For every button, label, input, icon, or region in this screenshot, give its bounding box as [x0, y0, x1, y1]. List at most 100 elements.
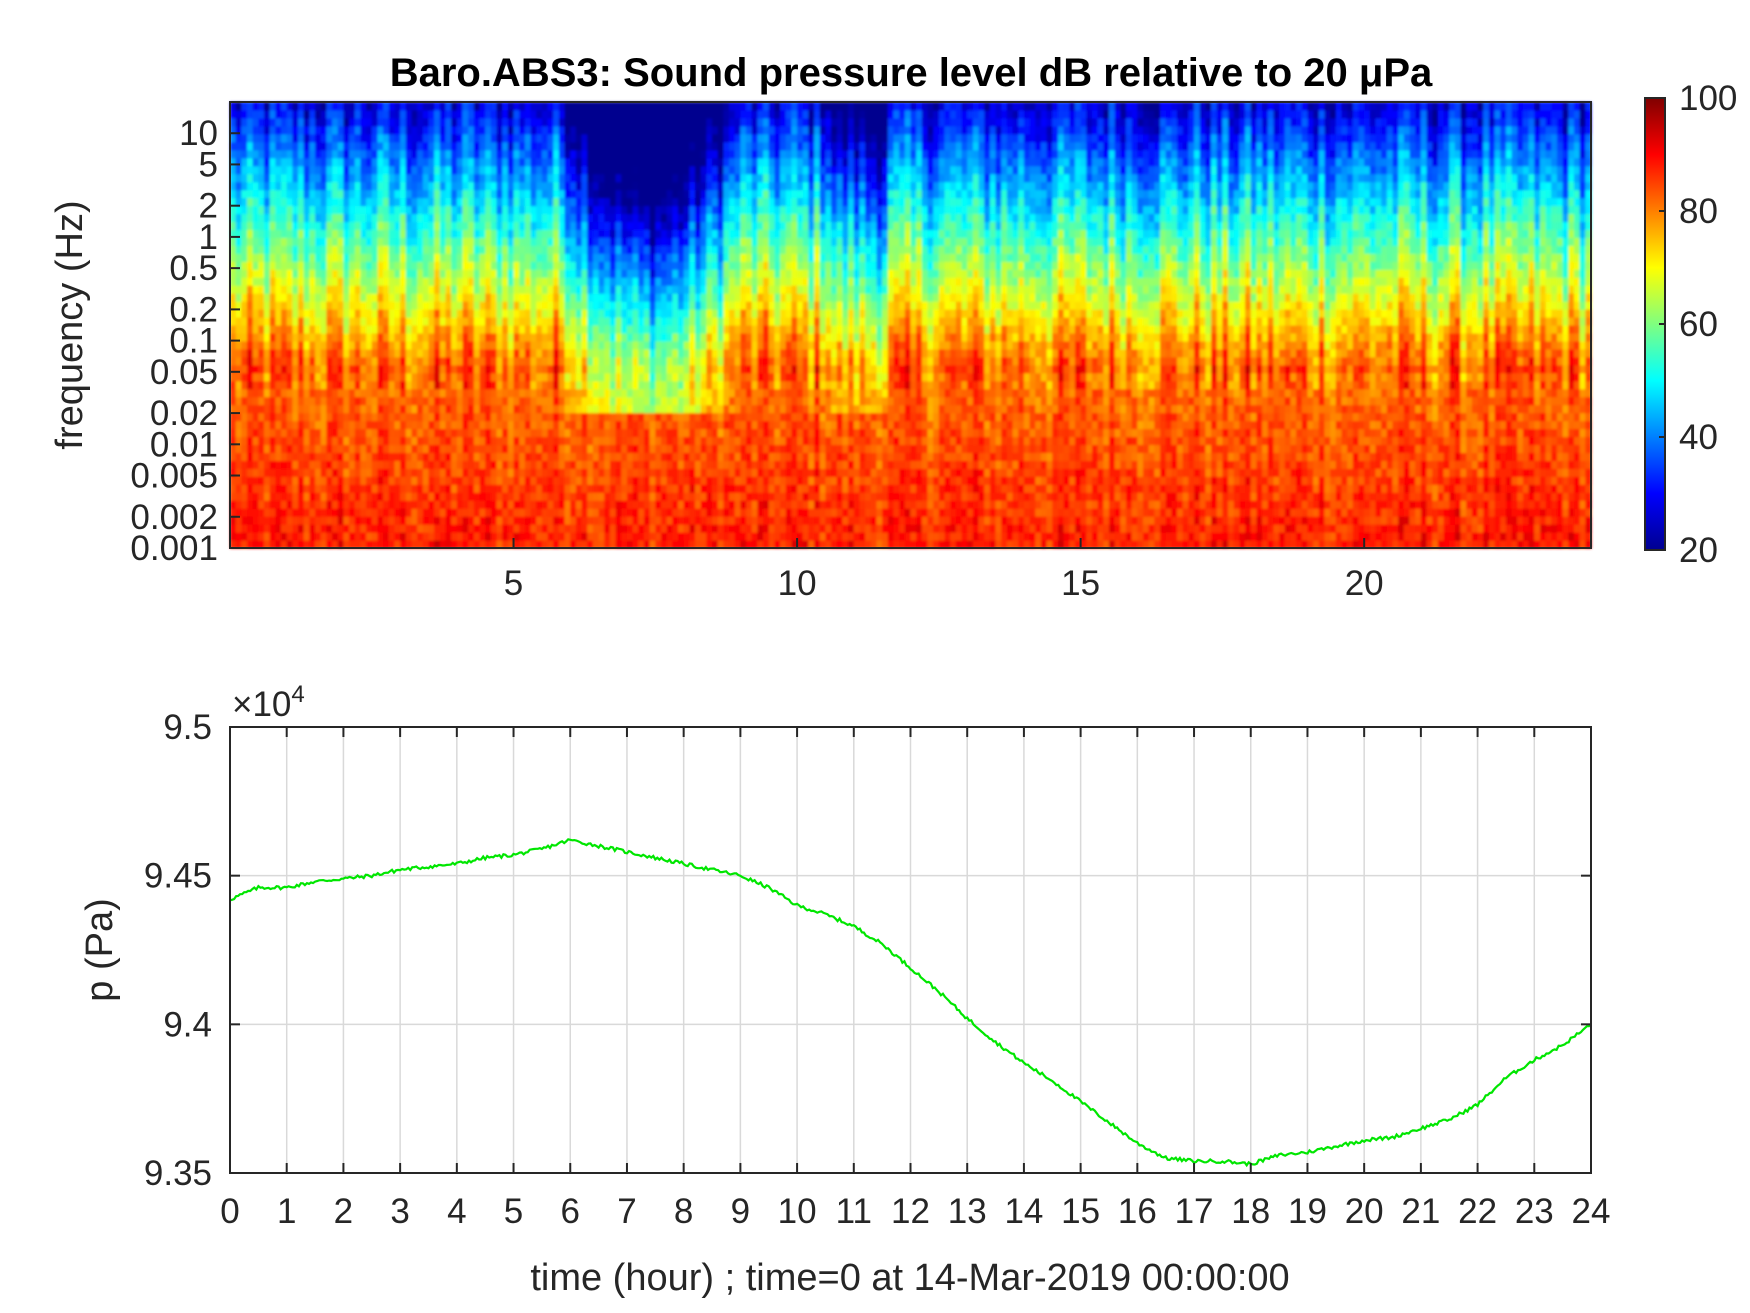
heatmap-cell — [264, 396, 271, 406]
heatmap-cell — [258, 165, 265, 175]
heatmap-cell — [564, 309, 571, 318]
heatmap-cell — [678, 189, 685, 199]
heatmap-cell — [405, 117, 413, 127]
heatmap-cell — [258, 516, 265, 525]
heatmap-cell — [570, 213, 577, 223]
heatmap-cell — [292, 356, 299, 366]
heatmap-cell — [247, 141, 254, 151]
heatmap-cell — [666, 293, 673, 302]
heatmap-cell — [541, 102, 549, 111]
heatmap-cell — [366, 253, 373, 262]
heatmap-cell — [349, 476, 356, 485]
heatmap-cell — [354, 285, 362, 294]
heatmap-cell — [366, 356, 373, 366]
heatmap-cell — [734, 500, 741, 509]
heatmap-cell — [689, 412, 696, 422]
heatmap-cell — [502, 237, 509, 246]
heatmap-cell — [666, 165, 673, 175]
heatmap-cell — [281, 309, 288, 318]
heatmap-cell — [303, 277, 310, 286]
heatmap-cell — [411, 229, 418, 238]
heatmap-cell — [315, 205, 322, 215]
heatmap-cell — [337, 189, 345, 199]
heatmap-cell — [422, 253, 430, 262]
heatmap-cell — [723, 229, 730, 238]
heatmap-cell — [468, 125, 475, 135]
heatmap-cell — [451, 364, 458, 374]
heatmap-cell — [388, 197, 396, 207]
heatmap-cell — [706, 245, 713, 254]
heatmap-cell — [564, 301, 571, 310]
heatmap-cell — [575, 277, 583, 286]
heatmap-cell — [479, 500, 486, 509]
heatmap-cell — [349, 436, 356, 446]
heatmap-cell — [264, 428, 271, 438]
heatmap-cell — [712, 436, 719, 446]
heatmap-cell — [354, 372, 362, 382]
heatmap-cell — [275, 508, 282, 517]
heatmap-cell — [570, 508, 577, 517]
heatmap-cell — [666, 492, 673, 501]
heatmap-cell — [337, 516, 345, 525]
heatmap-cell — [264, 102, 271, 111]
heatmap-cell — [326, 149, 333, 159]
heatmap-cell — [626, 436, 634, 446]
heatmap-cell — [400, 173, 407, 183]
heatmap-cell — [621, 181, 628, 191]
heatmap-cell — [400, 205, 407, 215]
heatmap-cell — [558, 364, 566, 374]
heatmap-cell — [672, 508, 679, 517]
heatmap-cell — [587, 340, 594, 350]
heatmap-cell — [326, 173, 333, 183]
heatmap-cell — [315, 165, 322, 175]
heatmap-cell — [615, 205, 622, 215]
heatmap-cell — [281, 508, 288, 517]
heatmap-cell — [366, 149, 373, 159]
heatmap-cell — [723, 460, 730, 469]
heatmap-cell — [258, 356, 265, 366]
heatmap-cell — [524, 133, 532, 143]
heatmap-cell — [666, 277, 673, 286]
heatmap-cell — [683, 173, 690, 183]
heatmap-cell — [371, 221, 379, 231]
heatmap-cell — [604, 157, 611, 167]
heatmap-cell — [343, 404, 350, 414]
heatmap-cell — [292, 213, 299, 223]
heatmap-cell — [615, 173, 622, 183]
heatmap-cell — [598, 293, 605, 302]
heatmap-cell — [275, 532, 282, 541]
heatmap-cell — [417, 380, 424, 390]
heatmap-cell — [343, 102, 350, 111]
heatmap-cell — [428, 500, 435, 509]
heatmap-cell — [683, 293, 690, 302]
heatmap-cell — [530, 293, 537, 302]
heatmap-cell — [252, 293, 259, 302]
heatmap-cell — [411, 133, 418, 143]
heatmap-cell — [502, 157, 509, 167]
heatmap-cell — [666, 404, 673, 414]
heatmap-cell — [717, 301, 724, 310]
heatmap-cell — [252, 237, 259, 246]
heatmap-cell — [315, 229, 322, 238]
heatmap-cell — [547, 102, 554, 111]
heatmap-cell — [343, 492, 350, 501]
heatmap-cell — [405, 412, 413, 422]
heatmap-cell — [700, 269, 707, 278]
heatmap-cell — [303, 500, 310, 509]
heatmap-cell — [626, 317, 634, 326]
heatmap-cell — [354, 524, 362, 533]
heatmap-cell — [638, 237, 645, 246]
heatmap-cell — [598, 444, 605, 454]
heatmap-cell — [264, 317, 271, 326]
heatmap-cell — [717, 412, 724, 422]
heatmap-cell — [507, 380, 515, 390]
heatmap-cell — [298, 229, 305, 238]
heatmap-cell — [422, 380, 430, 390]
heatmap-cell — [655, 404, 662, 414]
heatmap-cell — [587, 412, 594, 422]
heatmap-cell — [547, 149, 554, 159]
heatmap-cell — [439, 117, 447, 127]
heatmap-cell — [615, 428, 622, 438]
heatmap-cell — [235, 245, 242, 254]
heatmap-cell — [292, 102, 299, 111]
